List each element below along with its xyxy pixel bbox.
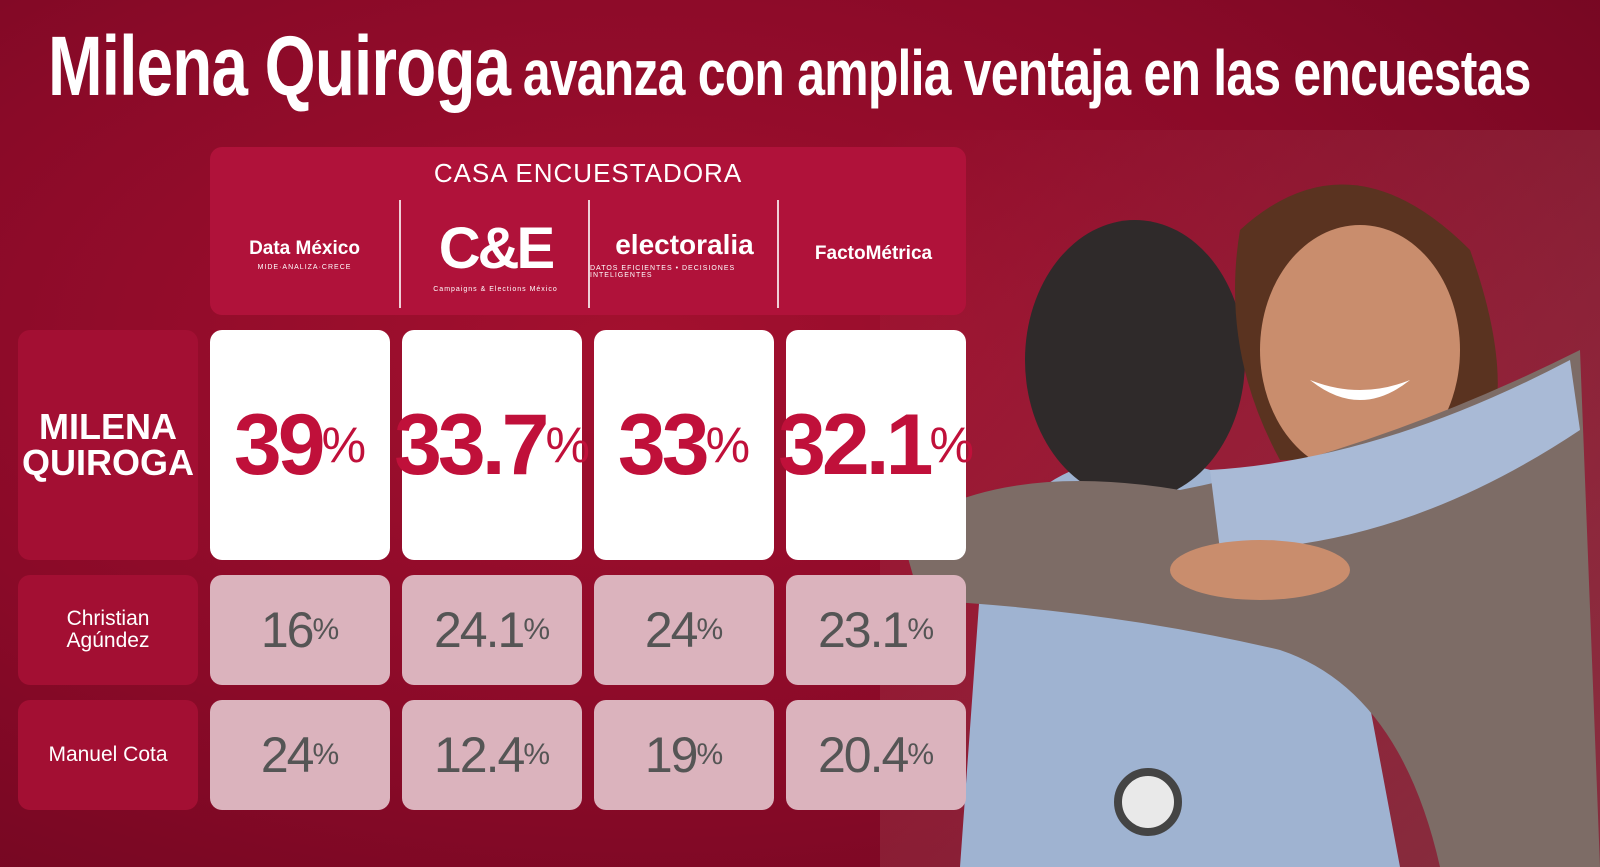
poll-value: 23.1: [817, 602, 909, 658]
poll-cell: 16%: [210, 575, 390, 685]
poll-cell: 33.7%: [394, 330, 590, 560]
headline-name: Milena Quiroga: [48, 19, 511, 113]
percent-sign: %: [545, 417, 590, 473]
percent-sign: %: [696, 738, 724, 771]
percent-sign: %: [312, 738, 340, 771]
poll-cell: 23.1%: [786, 575, 966, 685]
percent-sign: %: [523, 738, 550, 771]
header-title: CASA ENCUESTADORA: [433, 158, 743, 188]
poll-cell: 20.4%: [786, 700, 966, 810]
woman-face: [1260, 225, 1460, 475]
candidate-label: Christian Agúndez: [18, 575, 198, 685]
headline: Milena Quiroga avanza con amplia ventaja …: [48, 18, 1531, 115]
poll-cell: 24%: [210, 700, 390, 810]
poll-value: 39: [233, 396, 326, 493]
headline-rest: avanza con amplia ventaja en las encuest…: [522, 37, 1532, 109]
percent-sign: %: [523, 613, 550, 646]
poll-value: 20.4: [817, 727, 909, 783]
poll-value: 33: [617, 396, 710, 493]
poll-value: 33.7: [394, 396, 549, 493]
pollster-name: Data México: [249, 237, 360, 259]
poll-cell: 33%: [594, 330, 774, 560]
poll-value: 19: [644, 727, 699, 783]
pollster-logo: electoralia DATOS EFICIENTES • DECISIONES…: [588, 200, 779, 308]
percent-sign: %: [907, 738, 934, 771]
pollster-tagline: DATOS EFICIENTES • DECISIONES INTELIGENT…: [590, 265, 736, 279]
photo: [880, 130, 1600, 867]
percent-sign: %: [705, 417, 751, 473]
percent-sign: %: [312, 613, 340, 646]
pollster-name: electoralia: [615, 229, 754, 260]
poll-value: 24: [260, 727, 315, 783]
poll-cell: 19%: [594, 700, 774, 810]
poll-cell: 39%: [210, 330, 390, 560]
woman-smile: [1310, 380, 1410, 400]
poll-value: 32.1: [778, 396, 933, 493]
pollster-tagline: MIDE·ANALIZA·CRECE: [257, 263, 352, 271]
candidate-label: MILENA QUIROGA: [18, 330, 198, 560]
poll-value: 24.1: [433, 602, 525, 658]
poll-cell: 24%: [594, 575, 774, 685]
poll-value: 12.4: [433, 727, 525, 783]
woman-hand: [1170, 540, 1350, 600]
poll-value: 16: [260, 602, 315, 658]
pollster-tagline: Campaigns & Elections México: [433, 286, 558, 293]
poll-cell: 24.1%: [402, 575, 582, 685]
percent-sign: %: [907, 613, 934, 646]
poll-cell: 32.1%: [778, 330, 974, 560]
woman-sleeve: [1210, 360, 1580, 550]
person-back-hair: [1025, 220, 1245, 500]
pollster-logo: FactoMétrica: [777, 200, 968, 308]
percent-sign: %: [929, 417, 974, 473]
pollster-name: C&E: [438, 216, 555, 281]
pollster-name: FactoMétrica: [814, 243, 933, 264]
candidate-label: Manuel Cota: [18, 700, 198, 810]
percent-sign: %: [321, 417, 367, 473]
percent-sign: %: [696, 613, 724, 646]
poll-value: 24: [644, 602, 699, 658]
watch: [1114, 768, 1182, 836]
poll-cell: 12.4%: [402, 700, 582, 810]
pollster-logo: Data México MIDE·ANALIZA·CRECE: [210, 200, 399, 308]
pollster-logo: C&E Campaigns & Elections México: [399, 200, 590, 308]
